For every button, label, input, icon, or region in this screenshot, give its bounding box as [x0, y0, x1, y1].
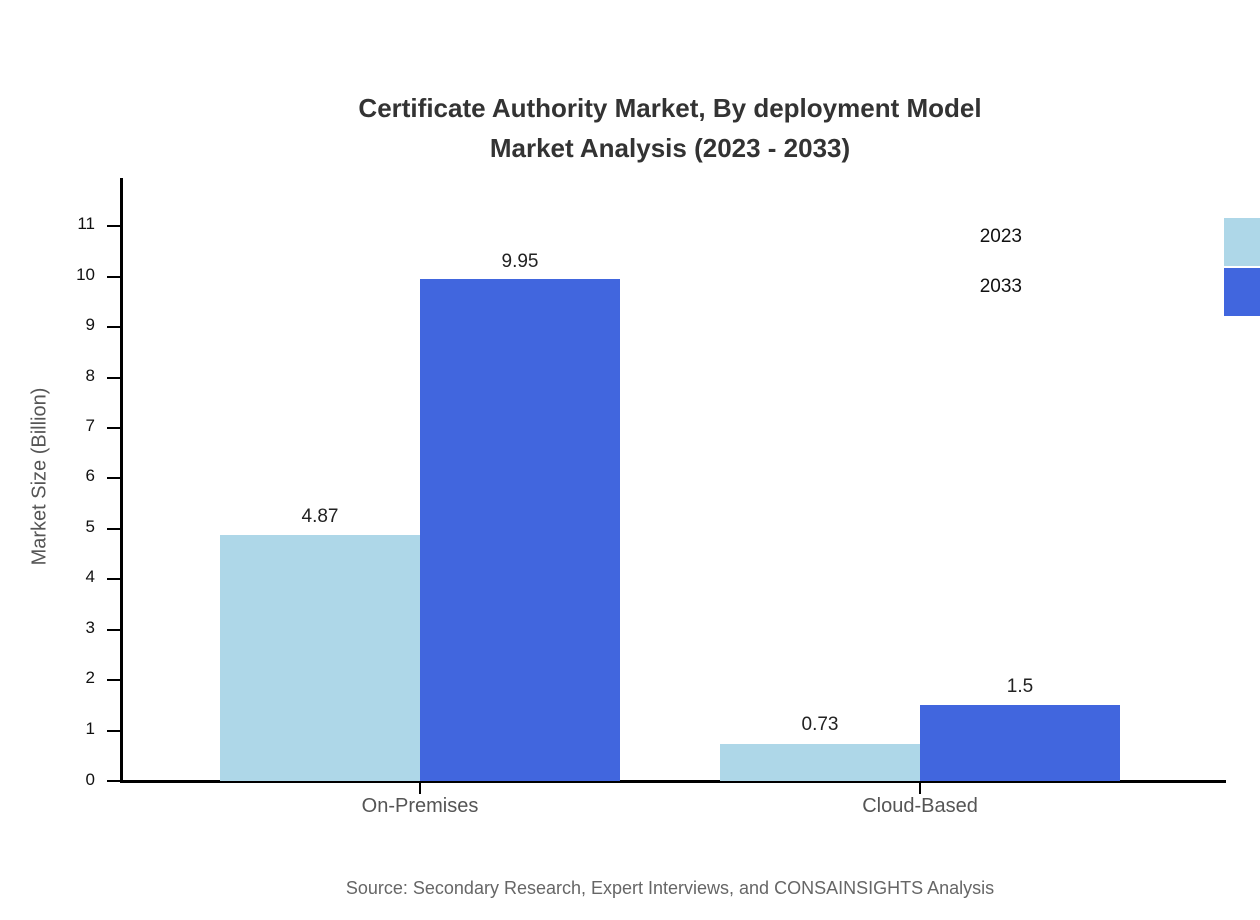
bar-on-premises-2033[interactable]	[420, 279, 620, 781]
bar-cloud-based-2023[interactable]	[720, 744, 920, 781]
y-axis-line	[120, 178, 123, 782]
y-tick-label: 11	[77, 214, 95, 233]
y-tick-mark	[107, 578, 121, 580]
y-tick-mark	[107, 679, 121, 681]
bar-on-premises-2023[interactable]	[220, 535, 420, 781]
y-tick-label: 6	[85, 466, 95, 485]
y-tick-mark	[107, 528, 121, 530]
legend-swatch-2033	[1224, 268, 1260, 316]
bar-value-cloud-based-2023: 0.73	[801, 714, 839, 735]
legend-label-2033: 2033	[979, 276, 1022, 297]
x-tick-label-on-premises: On-Premises	[361, 795, 479, 817]
y-tick-mark	[107, 629, 121, 631]
y-tick-label: 10	[76, 265, 95, 284]
y-tick-label: 3	[85, 618, 95, 637]
y-tick-mark	[107, 730, 121, 732]
bar-value-cloud-based-2033: 1.5	[1006, 676, 1034, 697]
source-note: Source: Secondary Research, Expert Inter…	[345, 878, 995, 898]
page-title: Certificate Authority Market, By deploym…	[0, 48, 1260, 208]
x-axis-line	[120, 780, 1226, 783]
x-tick-label-cloud-based: Cloud-Based	[862, 795, 978, 817]
chart-title-line-2: Market Analysis (2023 - 2033)	[489, 133, 851, 163]
y-tick-label: 9	[85, 315, 95, 334]
bar-value-on-premises-2033: 9.95	[501, 251, 539, 272]
y-tick-label: 5	[85, 517, 95, 536]
legend-label-2023: 2023	[979, 226, 1022, 247]
x-tick-mark	[919, 783, 921, 794]
y-tick-label: 4	[85, 567, 95, 586]
chart-title-line-1: Certificate Authority Market, By deploym…	[358, 93, 982, 123]
y-tick-label: 7	[85, 416, 95, 435]
y-tick-label: 2	[85, 668, 95, 687]
y-tick-mark	[107, 326, 121, 328]
y-tick-label: 1	[85, 719, 95, 738]
x-tick-mark	[419, 783, 421, 794]
bar-cloud-based-2033[interactable]	[920, 705, 1120, 781]
y-tick-mark	[107, 780, 121, 782]
y-tick-mark	[107, 427, 121, 429]
bar-value-on-premises-2023: 4.87	[301, 506, 339, 527]
y-tick-mark	[107, 477, 121, 479]
legend-swatch-2023	[1224, 218, 1260, 266]
y-tick-mark	[107, 225, 121, 227]
y-tick-label: 0	[85, 770, 95, 789]
y-tick-label: 8	[85, 366, 95, 385]
y-tick-mark	[107, 276, 121, 278]
y-tick-mark	[107, 377, 121, 379]
